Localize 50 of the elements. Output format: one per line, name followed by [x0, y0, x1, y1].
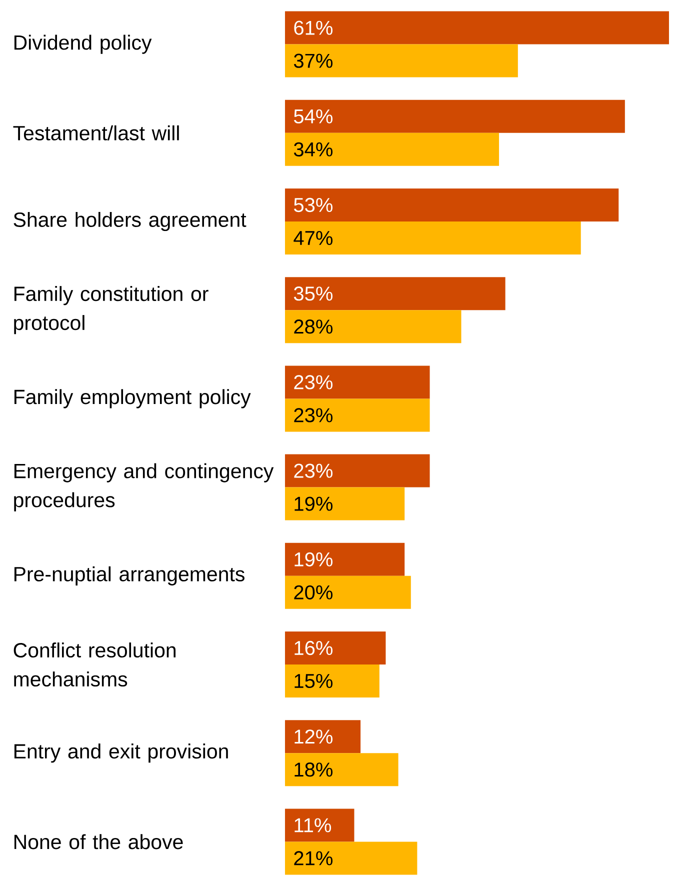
bar — [284, 576, 411, 609]
bar — [284, 753, 398, 786]
y-tick-label: Conflict resolution mechanisms — [14, 642, 176, 687]
data-label: 54% — [294, 109, 332, 124]
bar — [284, 310, 462, 344]
data-label: 53% — [294, 198, 332, 212]
y-tick-label: Family employment policy — [14, 389, 251, 408]
data-label: 37% — [294, 54, 332, 68]
y-tick-label: Pre-nuptial arrangements — [14, 566, 244, 586]
bar — [284, 808, 354, 842]
bar — [284, 44, 518, 78]
y-tick-label: None of the above — [14, 834, 183, 850]
data-label: 15% — [294, 674, 332, 688]
bar — [284, 542, 405, 576]
data-label: 18% — [294, 762, 332, 777]
bar — [284, 11, 669, 44]
data-label: 28% — [294, 320, 332, 334]
data-label: 11% — [294, 818, 332, 832]
bar — [284, 664, 380, 698]
data-label: 21% — [294, 851, 332, 866]
data-label: 19% — [294, 552, 332, 566]
y-tick-label: Share holders agreement — [14, 212, 246, 232]
bar — [284, 366, 430, 399]
data-label: 12% — [294, 730, 332, 744]
data-label: 23% — [294, 408, 332, 422]
data-label: 19% — [294, 496, 332, 511]
bar — [284, 720, 361, 754]
y-tick-label: Emergency and contingency procedures — [14, 463, 274, 512]
data-label: 16% — [294, 640, 332, 656]
bar — [284, 454, 430, 488]
data-label: 20% — [294, 585, 332, 600]
data-label: 35% — [294, 286, 332, 301]
bar — [284, 222, 581, 255]
bar — [284, 132, 500, 166]
bar — [284, 398, 430, 432]
bar — [284, 188, 619, 222]
data-label: 23% — [294, 375, 332, 390]
bar — [284, 277, 506, 310]
data-label: 23% — [294, 464, 332, 478]
y-tick-label: Entry and exit provision — [14, 744, 228, 763]
bar — [284, 842, 418, 875]
bar — [284, 100, 625, 133]
y-tick-label: Testament/last will — [13, 125, 179, 140]
data-label: 61% — [294, 20, 332, 35]
y-tick-label: Family constitution or protocol — [14, 286, 208, 334]
data-label: 34% — [294, 142, 332, 156]
bar — [284, 632, 386, 664]
bar — [284, 487, 405, 520]
y-tick-label: Dividend policy — [14, 34, 152, 54]
data-label: 47% — [294, 231, 332, 245]
